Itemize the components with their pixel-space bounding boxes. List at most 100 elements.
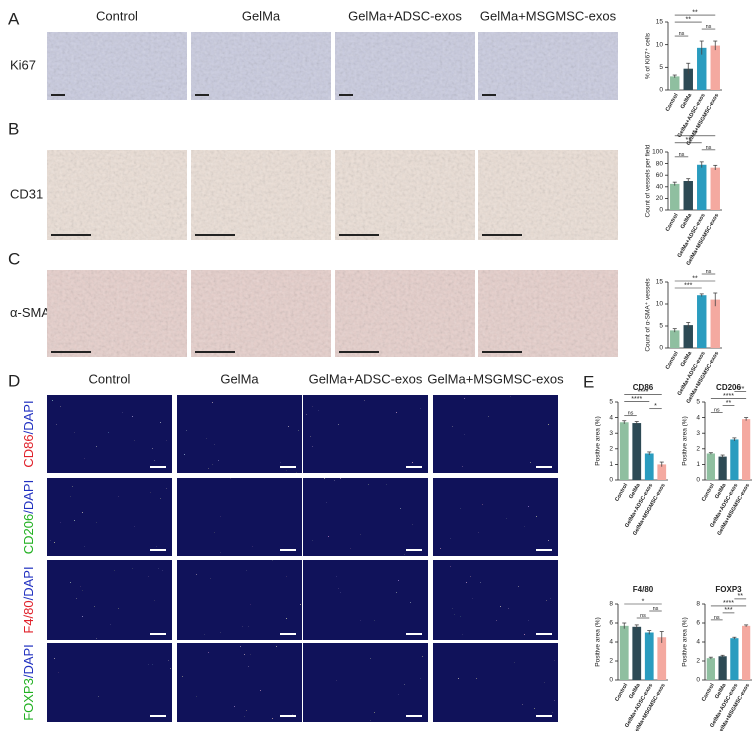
y-tick-label: 0 <box>609 677 613 684</box>
y-tick-label: 2 <box>696 658 700 665</box>
micrograph-texture <box>335 150 475 240</box>
x-tick-label: GelMa <box>680 212 694 230</box>
bar <box>644 453 654 480</box>
significance-label: **** <box>631 396 642 403</box>
significance-label: ** <box>692 275 698 282</box>
y-tick-label: 6 <box>696 620 700 627</box>
y-axis-label: Positive area (%) <box>682 617 689 667</box>
micrograph-texture <box>478 32 618 100</box>
y-tick-label: 1 <box>609 461 613 468</box>
bar <box>683 325 693 348</box>
x-tick-label: Control <box>701 682 716 702</box>
significance-label: *** <box>684 282 692 289</box>
y-tick-label: 15 <box>656 19 664 26</box>
bar <box>632 626 642 680</box>
x-tick-label: Control <box>701 482 716 502</box>
bar <box>710 45 720 90</box>
significance-label: ns <box>706 145 712 151</box>
bar <box>710 299 720 348</box>
y-axis-label: % of Ki67⁺ cells <box>645 32 652 79</box>
y-tick-label: 2 <box>609 446 613 453</box>
micrograph-texture <box>335 32 475 100</box>
y-tick-label: 8 <box>609 601 613 608</box>
bar <box>697 295 707 348</box>
bar <box>706 658 715 680</box>
chart-title: CD86 <box>633 383 654 392</box>
bar <box>657 464 667 480</box>
significance-label: **** <box>723 393 734 400</box>
column-header: GelMa+MSGMSC-exos <box>427 371 564 386</box>
y-tick-label: 4 <box>609 414 613 421</box>
micrograph-texture <box>47 32 187 100</box>
column-header: GelMa+ADSC-exos <box>309 371 423 386</box>
significance-label: ** <box>686 16 692 23</box>
significance-label: *** <box>736 386 744 393</box>
bar <box>742 625 751 680</box>
y-tick-label: 10 <box>656 41 664 48</box>
micrograph-texture <box>478 270 618 357</box>
y-tick-label: 100 <box>652 149 663 156</box>
row-label-part: F4/80 <box>21 600 36 633</box>
row-label: CD86/DAPI <box>21 400 36 467</box>
y-axis-label: Positive area (%) <box>682 416 689 466</box>
bar <box>742 419 751 480</box>
significance-label: ns <box>706 24 712 30</box>
significance-label: ** <box>692 9 698 16</box>
x-tick-label: GelMa <box>680 350 694 368</box>
significance-label: *** <box>724 607 732 614</box>
y-tick-label: 20 <box>656 195 664 202</box>
bar <box>619 625 629 680</box>
fluorescence-dots <box>433 478 558 556</box>
y-tick-label: 2 <box>609 658 613 665</box>
x-tick-label: Control <box>614 682 629 702</box>
micrograph-texture <box>191 32 331 100</box>
x-tick-label: GelMa <box>680 92 694 110</box>
micrograph-texture <box>478 150 618 240</box>
significance-label: ** <box>726 400 732 407</box>
significance-label: * <box>642 598 645 605</box>
row-label-part: /DAPI <box>21 400 36 434</box>
fluorescence-dots <box>433 395 558 473</box>
y-tick-label: 5 <box>609 399 613 406</box>
row-label-part: /DAPI <box>21 644 36 678</box>
significance-label: ns <box>679 31 685 37</box>
bar <box>730 439 739 480</box>
fluorescence-dots <box>47 395 172 473</box>
column-header: GelMa+MSGMSC-exos <box>480 8 617 23</box>
row-label: CD206/DAPI <box>21 480 36 554</box>
y-tick-label: 0 <box>659 345 663 352</box>
micrograph-texture <box>335 270 475 357</box>
fluorescence-dots <box>47 478 172 556</box>
column-header: Control <box>96 8 138 23</box>
bar <box>718 456 727 480</box>
row-label: CD31 <box>10 186 43 201</box>
significance-label: ns <box>706 269 712 275</box>
significance-label: ** <box>738 593 744 600</box>
y-tick-label: 2 <box>696 446 700 453</box>
fluorescence-dots <box>177 560 302 640</box>
panel-label: D <box>8 371 20 390</box>
row-label: F4/80/DAPI <box>21 566 36 633</box>
panel-label: E <box>583 372 594 391</box>
significance-label: ** <box>686 137 692 144</box>
row-label-part: CD86 <box>21 434 36 467</box>
x-tick-label: Control <box>665 92 680 112</box>
column-header: GelMa <box>242 8 281 23</box>
y-tick-label: 0 <box>696 477 700 484</box>
panel-label: B <box>8 119 19 138</box>
y-tick-label: 3 <box>609 430 613 437</box>
y-tick-label: 0 <box>609 477 613 484</box>
fluorescence-dots <box>177 643 302 722</box>
fluorescence-dots <box>303 395 428 473</box>
y-tick-label: 5 <box>696 399 700 406</box>
fluorescence-dots <box>303 560 428 640</box>
y-tick-label: 8 <box>696 601 700 608</box>
bar <box>697 47 707 90</box>
y-axis-label: Positive area (%) <box>595 617 602 667</box>
column-header: GelMa <box>220 371 259 386</box>
y-tick-label: 80 <box>656 160 664 167</box>
row-label-part: CD206 <box>21 514 36 554</box>
x-tick-label: Control <box>614 482 629 502</box>
panel-label: A <box>8 9 20 28</box>
